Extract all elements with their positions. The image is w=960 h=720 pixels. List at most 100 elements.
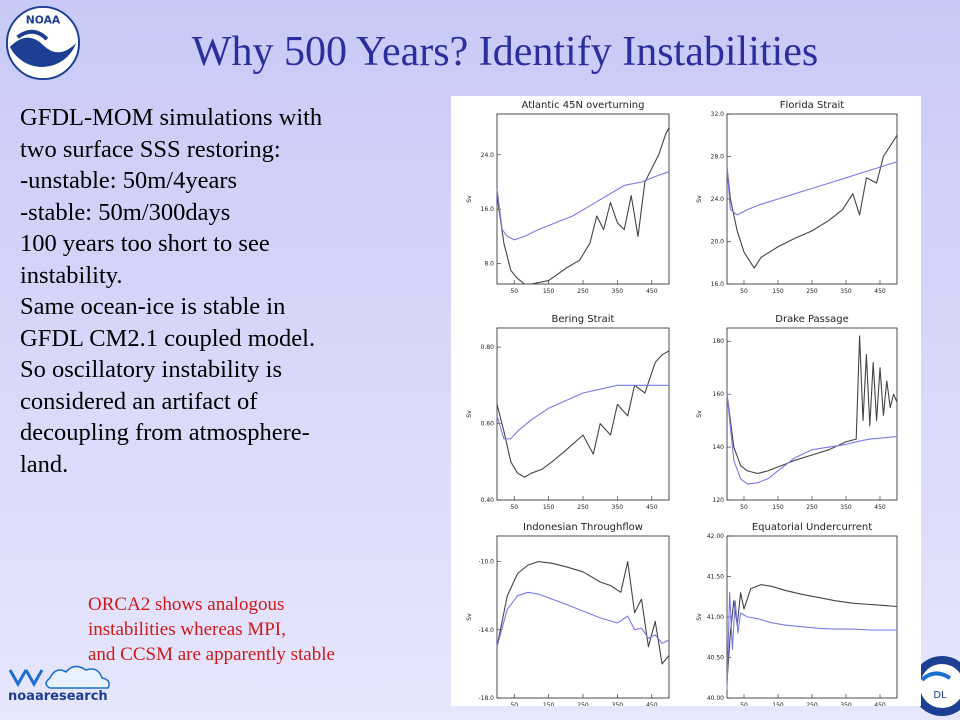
y-tick-label: 0.60	[481, 421, 495, 428]
chart-frame	[726, 535, 898, 699]
stable-series-line	[726, 161, 898, 216]
unstable-series-line	[726, 135, 898, 269]
note-line: and CCSM are apparently stable	[88, 644, 335, 665]
body-line: -stable: 50m/300days	[20, 198, 231, 226]
simulation-figure: Atlantic 45N overturning Sv 50 150 250 350 450…	[451, 96, 921, 706]
body-line: GFDL-MOM simulations with	[20, 104, 323, 131]
y-tick-label: 16.0	[481, 206, 495, 213]
body-line: -unstable: 50m/4years	[20, 167, 238, 194]
body-line: considered an artifact of	[20, 387, 258, 415]
y-tick-label: 0.40	[481, 497, 495, 504]
stable-series-line	[496, 171, 670, 241]
chart-frame	[726, 327, 898, 501]
note-line: instabilities whereas MPI,	[88, 619, 286, 640]
y-tick-label: 20.0	[711, 239, 725, 246]
x-tick-label: 350	[840, 288, 852, 295]
unstable-series-line	[496, 350, 670, 478]
chart-panel: Florida Strait Sv 50 150 250 350 450 16.0 20.0 24…	[696, 100, 898, 295]
x-tick-label: 50	[510, 702, 518, 706]
x-tick-label: 450	[874, 702, 886, 706]
body-line: decoupling from atmosphere-	[20, 419, 310, 446]
x-tick-label: 250	[577, 702, 589, 706]
y-axis-label: Sv	[466, 613, 473, 621]
y-tick-label: 0.80	[481, 344, 495, 351]
y-axis-label: Sv	[696, 410, 703, 418]
chart-panel: Equatorial Undercurrent Sv 50 150 250 350 450 4…	[696, 522, 898, 706]
unstable-series-line	[726, 335, 898, 475]
x-tick-label: 250	[806, 288, 818, 295]
x-tick-label: 250	[577, 504, 589, 511]
chart-grid: Atlantic 45N overturning Sv 50 150 250 350 450…	[466, 100, 898, 706]
y-tick-label: 41.00	[707, 614, 724, 621]
unstable-series-line	[726, 584, 898, 682]
chart-title: Drake Passage	[775, 314, 848, 325]
y-tick-label: 41.50	[707, 574, 724, 581]
stable-series-line	[496, 591, 670, 647]
model-note: ORCA2 shows analogous instabilities wher…	[88, 592, 335, 667]
chart-panel: Bering Strait Sv 50 150 250 350 450 0.40 0.60 0.8…	[466, 314, 670, 511]
y-tick-label: 180	[713, 338, 725, 345]
note-line: ORCA2 shows analogous	[88, 594, 285, 615]
x-tick-label: 450	[874, 504, 886, 511]
stable-series-line	[726, 394, 898, 485]
stable-series-line	[726, 592, 897, 690]
y-tick-label: 40.00	[707, 695, 724, 702]
y-tick-label: 120	[713, 497, 725, 504]
chart-title: Atlantic 45N overturning	[522, 100, 645, 111]
x-tick-label: 450	[646, 504, 658, 511]
unstable-series-line	[496, 127, 670, 285]
y-axis-label: Sv	[696, 613, 703, 621]
x-tick-label: 50	[740, 504, 748, 511]
x-tick-label: 50	[740, 702, 748, 706]
chart-panel: Atlantic 45N overturning Sv 50 150 250 350 450…	[466, 100, 670, 295]
y-tick-label: -14.0	[478, 627, 494, 634]
chart-frame	[726, 113, 898, 285]
x-tick-label: 150	[543, 702, 555, 706]
noaaresearch-label: noaaresearch	[8, 689, 108, 704]
y-tick-label: 40.50	[707, 655, 724, 662]
x-tick-label: 250	[806, 504, 818, 511]
x-tick-label: 50	[740, 288, 748, 295]
gfdl-logo-label: DL	[933, 690, 947, 701]
body-line: two surface SSS restoring:	[20, 135, 281, 163]
x-tick-label: 450	[874, 288, 886, 295]
x-tick-label: 150	[543, 504, 555, 511]
y-tick-label: 24.0	[481, 152, 495, 159]
chart-panel: Drake Passage Sv 50 150 250 350 450 120 140 160 18…	[696, 314, 898, 511]
y-tick-label: 24.0	[711, 196, 725, 203]
chart-title: Bering Strait	[552, 314, 615, 325]
x-tick-label: 350	[612, 504, 624, 511]
chart-title: Indonesian Throughflow	[523, 522, 643, 533]
x-tick-label: 50	[510, 504, 518, 511]
x-tick-label: 50	[510, 288, 518, 295]
chart-frame	[496, 327, 670, 501]
x-tick-label: 350	[612, 702, 624, 706]
x-tick-label: 150	[772, 702, 784, 706]
y-tick-label: 140	[713, 444, 725, 451]
y-axis-label: Sv	[696, 195, 703, 203]
y-tick-label: 32.0	[711, 111, 725, 118]
x-tick-label: 250	[577, 288, 589, 295]
body-text: GFDL-MOM simulations with two surface SS…	[20, 102, 440, 480]
x-tick-label: 450	[646, 702, 658, 706]
y-axis-label: Sv	[466, 410, 473, 418]
chart-frame	[496, 535, 670, 699]
x-tick-label: 450	[646, 288, 658, 295]
y-tick-label: -10.0	[478, 559, 494, 566]
chart-title: Florida Strait	[780, 100, 844, 111]
x-tick-label: 250	[806, 702, 818, 706]
y-tick-label: 16.0	[711, 281, 725, 288]
stable-series-line	[496, 384, 669, 440]
body-line: So oscillatory instability is	[20, 356, 283, 383]
body-line: GFDL CM2.1 coupled model.	[20, 324, 316, 352]
body-line: Same ocean-ice is stable in	[20, 293, 286, 320]
y-tick-label: 8.0	[484, 261, 494, 268]
x-tick-label: 150	[772, 504, 784, 511]
body-line: 100 years too short to see	[20, 230, 270, 257]
x-tick-label: 350	[840, 702, 852, 706]
noaaresearch-logo: noaaresearch	[8, 665, 110, 704]
noaa-logo: NOAA	[5, 5, 81, 81]
y-tick-label: 28.0	[711, 154, 725, 161]
x-tick-label: 350	[840, 504, 852, 511]
y-tick-label: 160	[713, 391, 725, 398]
